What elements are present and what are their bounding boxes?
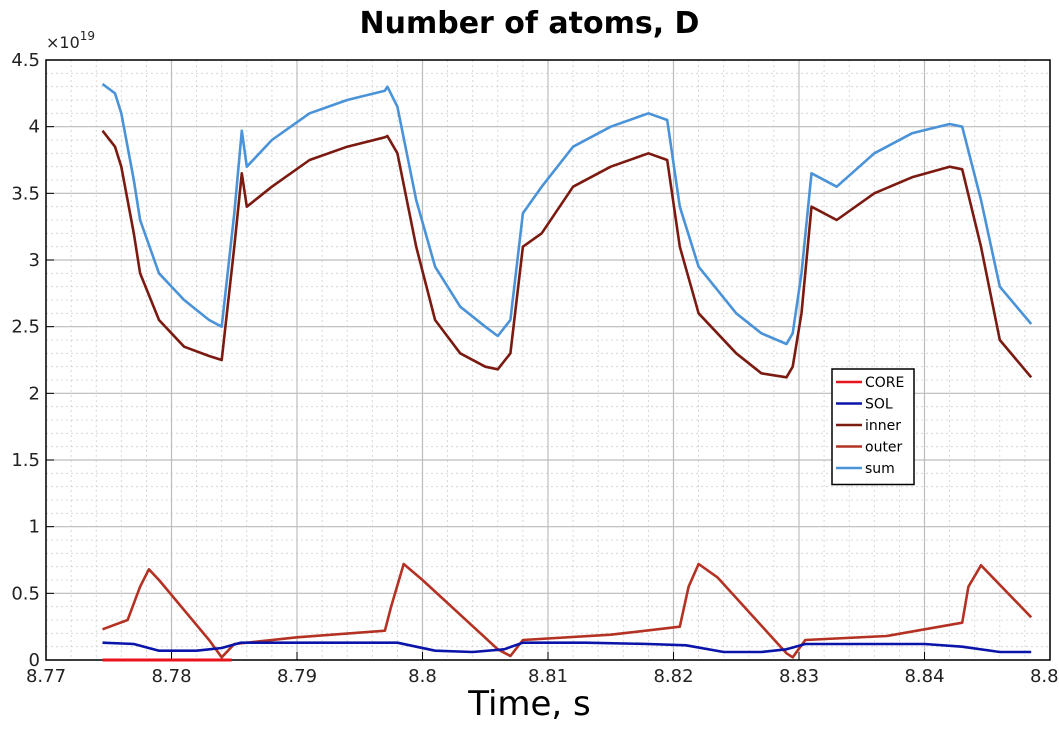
y-tick-label: 1.5	[11, 450, 40, 471]
y-tick-label: 1	[29, 517, 40, 538]
x-tick-label: 8.83	[779, 666, 819, 687]
x-tick-label: 8.77	[26, 666, 66, 687]
y-tick-label: 2	[29, 383, 40, 404]
grid	[45, 59, 1051, 661]
axis-ticks: 8.77 8.78 8.79 8.8 8.81 8.82 8.83 8.84 8.85 0 0.5 1…	[11, 50, 1059, 687]
legend-label-sum: sum	[865, 461, 895, 477]
y-tick-label: 0.5	[11, 583, 40, 604]
series-line-sol	[102, 641, 1032, 654]
y-axis-exponent: ×1019	[46, 29, 95, 52]
legend-label-core: CORE	[865, 375, 904, 391]
y-tick-label: 0	[29, 650, 40, 671]
x-axis-label: Time, s	[468, 684, 591, 724]
series-lines	[101, 82, 1033, 662]
x-tick-label: 8.79	[277, 666, 317, 687]
legend-box	[831, 368, 915, 486]
y-tick-label: 4	[29, 117, 40, 138]
series-line-inner	[101, 129, 1033, 379]
chart-title: Number of atoms, D	[359, 6, 700, 41]
legend: CORE SOL inner outer sum	[831, 368, 915, 486]
x-tick-label: 8.82	[653, 666, 693, 687]
legend-label-inner: inner	[865, 418, 901, 434]
series-line-outer	[102, 562, 1033, 659]
legend-label-outer: outer	[865, 440, 903, 456]
y-tick-label: 4.5	[11, 50, 40, 71]
y-tick-label: 2.5	[11, 317, 40, 338]
x-tick-label: 8.78	[151, 666, 191, 687]
x-tick-label: 8.84	[904, 666, 944, 687]
x-tick-label: 8.85	[1030, 666, 1059, 687]
x-tick-label: 8.81	[528, 666, 568, 687]
x-tick-label: 8.8	[408, 666, 437, 687]
legend-label-sol: SOL	[865, 397, 893, 413]
y-tick-label: 3	[29, 250, 40, 271]
series-line-sum	[101, 82, 1033, 346]
y-tick-label: 3.5	[11, 183, 40, 204]
